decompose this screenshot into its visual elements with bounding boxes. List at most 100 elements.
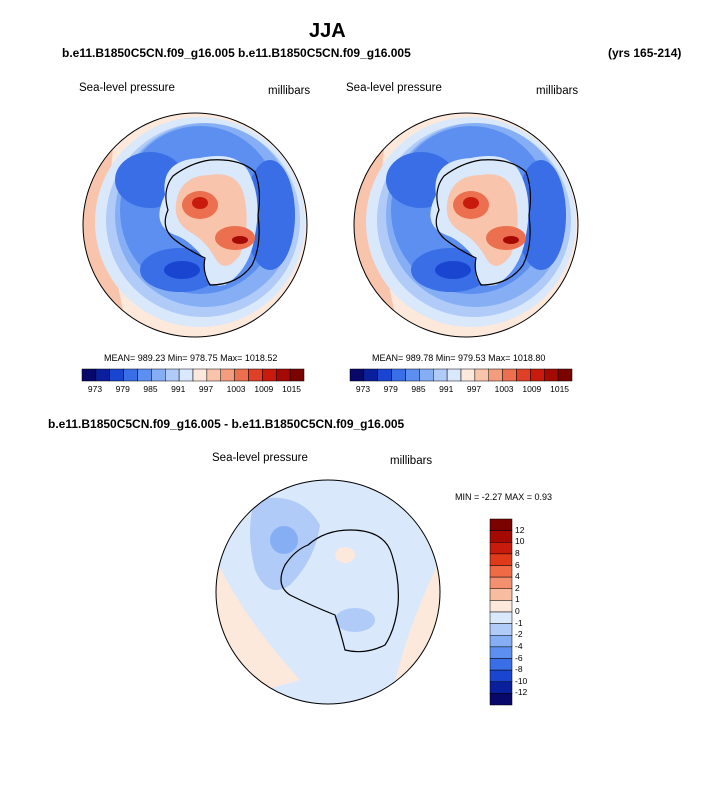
panel1-stats: MEAN= 989.23 Min= 978.75 Max= 1018.52 bbox=[104, 353, 278, 363]
panel2-colorbar bbox=[349, 368, 573, 382]
colorbar-label: 985 bbox=[143, 384, 158, 394]
colorbar-swatch bbox=[109, 368, 124, 382]
colorbar-swatch bbox=[137, 368, 152, 382]
page-title: JJA bbox=[309, 20, 346, 42]
colorbar-label: 1003 bbox=[226, 384, 246, 394]
colorbar-swatch bbox=[489, 646, 513, 659]
colorbar-label: -8 bbox=[515, 664, 523, 675]
panel1-colorbar bbox=[81, 368, 305, 382]
colorbar-swatch bbox=[206, 368, 221, 382]
colorbar-label: -2 bbox=[515, 629, 523, 640]
colorbar-swatch bbox=[178, 368, 194, 382]
colorbar-label: 991 bbox=[171, 384, 186, 394]
panel2-stats: MEAN= 989.78 Min= 979.53 Max= 1018.80 bbox=[372, 353, 546, 363]
colorbar-swatch bbox=[419, 368, 434, 382]
colorbar-label: 973 bbox=[355, 384, 371, 394]
colorbar-swatch bbox=[391, 368, 406, 382]
diff-stats: MIN = -2.27 MAX = 0.93 bbox=[455, 492, 553, 502]
colorbar-label: -1 bbox=[515, 617, 523, 628]
colorbar-swatch bbox=[460, 368, 476, 382]
colorbar-swatch bbox=[165, 368, 180, 382]
colorbar-label: -4 bbox=[515, 640, 523, 651]
colorbar-swatch bbox=[289, 368, 305, 382]
colorbar-label: 1015 bbox=[282, 384, 302, 394]
colorbar-label: 1015 bbox=[550, 384, 570, 394]
colorbar-label: 4 bbox=[515, 571, 520, 582]
colorbar-label: 1 bbox=[515, 594, 520, 605]
diff-title: b.e11.B1850C5CN.f09_g16.005 - b.e11.B185… bbox=[48, 417, 405, 431]
colorbar-swatch bbox=[489, 611, 513, 624]
colorbar-swatch bbox=[516, 368, 531, 382]
colorbar-swatch bbox=[349, 368, 365, 382]
colorbar-label: 997 bbox=[198, 384, 214, 394]
colorbar-swatch bbox=[489, 658, 513, 671]
colorbar-label: 979 bbox=[115, 384, 130, 394]
colorbar-label: -10 bbox=[515, 675, 528, 686]
colorbar-swatch bbox=[489, 565, 513, 578]
colorbar-swatch bbox=[192, 368, 208, 382]
colorbar-swatch bbox=[446, 368, 462, 382]
colorbar-swatch bbox=[123, 368, 138, 382]
colorbar-swatch bbox=[489, 518, 513, 531]
colorbar-swatch bbox=[433, 368, 448, 382]
colorbar-label: -12 bbox=[515, 687, 528, 698]
panel2-years: (yrs 165-214) bbox=[608, 46, 682, 60]
colorbar-label: 6 bbox=[515, 559, 520, 570]
colorbar-swatch bbox=[489, 530, 513, 543]
colorbar-swatch bbox=[363, 368, 378, 382]
colorbar-swatch bbox=[220, 368, 235, 382]
diff-colorbar bbox=[489, 518, 513, 706]
colorbar-label: -6 bbox=[515, 652, 523, 663]
colorbar-label: 991 bbox=[439, 384, 454, 394]
colorbar-swatch bbox=[488, 368, 503, 382]
panel1-variable: Sea-level pressure bbox=[79, 82, 175, 94]
colorbar-swatch bbox=[262, 368, 277, 382]
colorbar-swatch bbox=[489, 693, 513, 706]
colorbar-swatch bbox=[530, 368, 545, 382]
panel1-units: millibars bbox=[268, 85, 311, 97]
colorbar-swatch bbox=[405, 368, 420, 382]
colorbar-label: 1003 bbox=[494, 384, 514, 394]
colorbar-label: 979 bbox=[383, 384, 398, 394]
panel2-fill bbox=[354, 113, 578, 337]
colorbar-label: 997 bbox=[466, 384, 482, 394]
colorbar-swatch bbox=[474, 368, 489, 382]
panel2-case-name: b.e11.B1850C5CN.f09_g16.005 bbox=[238, 46, 411, 60]
colorbar-swatch bbox=[489, 553, 513, 566]
colorbar-label: 12 bbox=[515, 524, 525, 535]
colorbar-swatch bbox=[489, 635, 513, 648]
diff-fill bbox=[216, 480, 440, 704]
colorbar-swatch bbox=[377, 368, 392, 382]
colorbar-label: 973 bbox=[87, 384, 103, 394]
colorbar-label: 10 bbox=[515, 536, 525, 547]
colorbar-label: 0 bbox=[515, 606, 520, 616]
colorbar-swatch bbox=[489, 681, 513, 694]
colorbar-swatch bbox=[489, 623, 513, 636]
colorbar-swatch bbox=[489, 542, 513, 555]
panel1-case-name: b.e11.B1850C5CN.f09_g16.005 bbox=[62, 46, 235, 60]
colorbar-swatch bbox=[234, 368, 249, 382]
colorbar-swatch bbox=[489, 576, 513, 589]
colorbar-label: 985 bbox=[411, 384, 426, 394]
diff-units: millibars bbox=[390, 455, 433, 467]
colorbar-swatch bbox=[248, 368, 263, 382]
panel1-fill bbox=[83, 113, 307, 337]
colorbar-swatch bbox=[489, 669, 513, 682]
colorbar-swatch bbox=[557, 368, 573, 382]
colorbar-label: 8 bbox=[515, 547, 520, 558]
colorbar-label: 1009 bbox=[254, 384, 274, 394]
colorbar-swatch bbox=[95, 368, 110, 382]
colorbar-swatch bbox=[544, 368, 559, 382]
diff-variable: Sea-level pressure bbox=[212, 452, 308, 464]
colorbar-swatch bbox=[502, 368, 517, 382]
colorbar-swatch bbox=[489, 588, 513, 601]
panel2-variable: Sea-level pressure bbox=[346, 82, 442, 94]
colorbar-swatch bbox=[489, 600, 513, 613]
colorbar-label: 2 bbox=[515, 582, 520, 593]
colorbar-swatch bbox=[151, 368, 166, 382]
colorbar-swatch bbox=[81, 368, 97, 382]
colorbar-label: 1009 bbox=[522, 384, 542, 394]
